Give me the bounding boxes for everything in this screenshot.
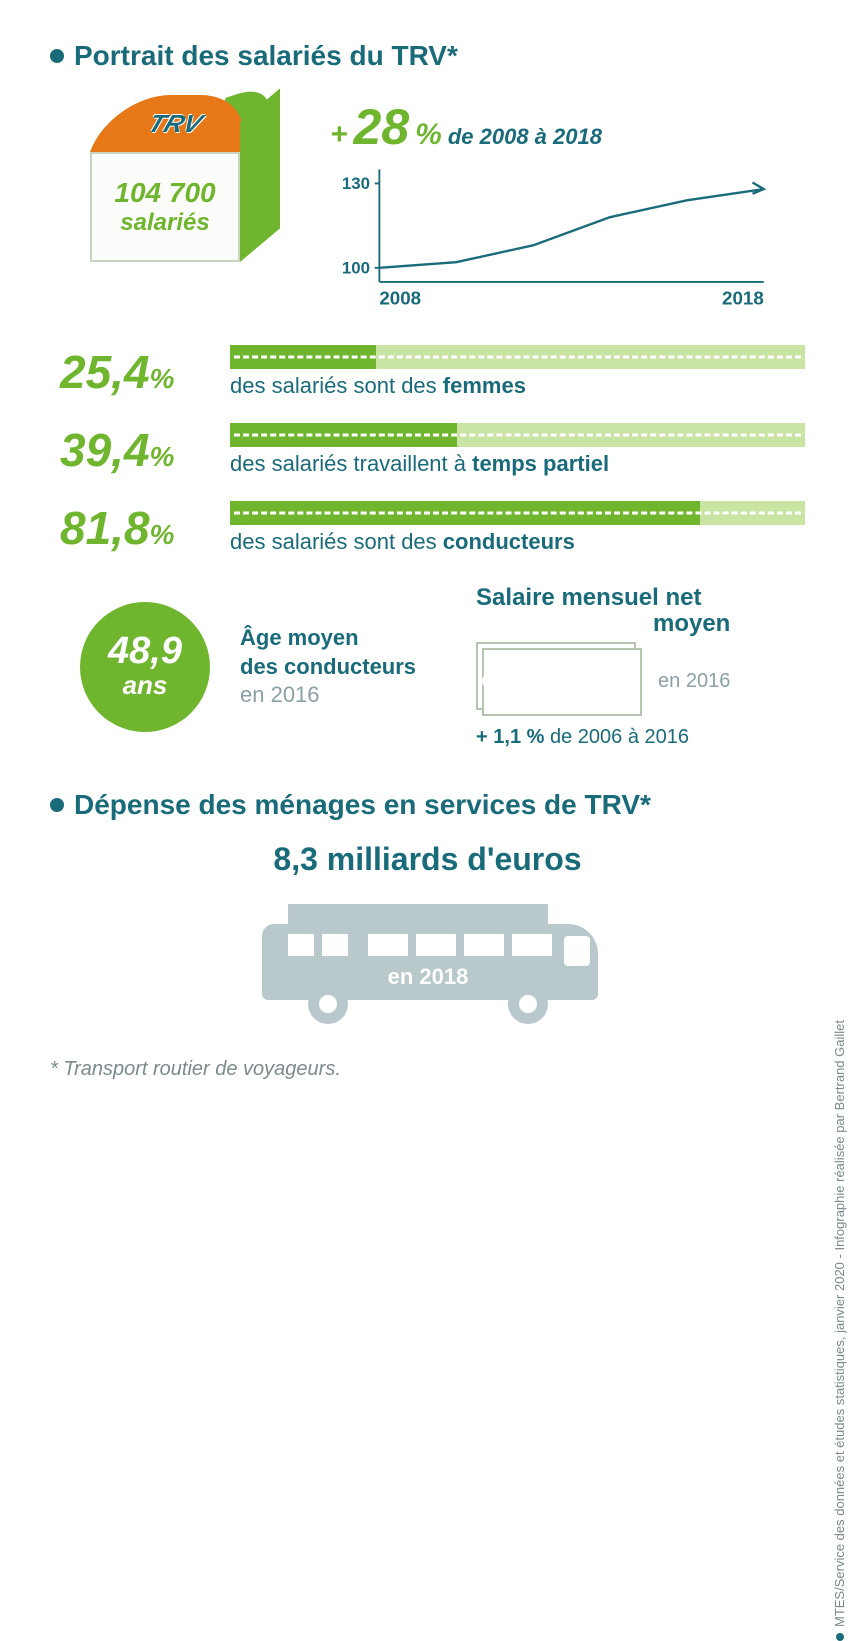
top-row: TRV 104 700 salariés + 28 % de 2008 à 20… xyxy=(70,92,805,315)
note-back-2 xyxy=(482,648,642,716)
section2-heading: Dépense des ménages en services de TRV* xyxy=(50,789,805,821)
salary-title-l2: moyen xyxy=(476,611,730,637)
growth-headline: + 28 % de 2008 à 2018 xyxy=(330,98,805,156)
hbars: 25,4% des salariés sont des femmes 39,4%… xyxy=(50,345,805,555)
hbar-label: des salariés sont des conducteurs xyxy=(230,529,805,555)
section2-title: Dépense des ménages en services de TRV* xyxy=(74,789,651,821)
hbar-label: des salariés travaillent à temps partiel xyxy=(230,451,805,477)
block-top-label: TRV xyxy=(144,109,207,138)
salary-title: Salaire mensuel net moyen xyxy=(476,585,730,638)
hbar-right: des salariés sont des conducteurs xyxy=(230,501,805,555)
hbar-label: des salariés sont des femmes xyxy=(230,373,805,399)
hbar-value: 81,8% xyxy=(50,501,230,555)
hbar-value: 39,4% xyxy=(50,423,230,477)
note-oval-right xyxy=(622,669,640,693)
hbar-value: 25,4% xyxy=(50,345,230,399)
hbar-dash xyxy=(234,512,801,515)
growth-value: 28 xyxy=(354,98,410,156)
hbar-row: 39,4% des salariés travaillent à temps p… xyxy=(50,423,805,477)
growth-unit: % xyxy=(415,118,442,152)
svg-text:2018: 2018 xyxy=(722,287,764,308)
svg-text:100: 100 xyxy=(342,258,370,277)
line-chart-svg: 100 130 2008 2018 xyxy=(310,160,805,310)
age-value: 48,9 xyxy=(108,632,182,670)
banknote-icon: 1 860 € xyxy=(476,642,646,720)
hbar-row: 25,4% des salariés sont des femmes xyxy=(50,345,805,399)
credit-text: MTES/Service des données et études stati… xyxy=(832,1020,847,1627)
salary-growth-range: de 2006 à 2016 xyxy=(544,726,689,748)
svg-text:130: 130 xyxy=(342,174,370,193)
bus-year: en 2018 xyxy=(387,964,468,989)
age-unit: ans xyxy=(123,670,168,701)
hbar-row: 81,8% des salariés sont des conducteurs xyxy=(50,501,805,555)
bullet-icon xyxy=(50,49,64,63)
hbar-dash xyxy=(234,356,801,359)
credit-bullet-icon xyxy=(836,1633,844,1641)
salary-block: Salaire mensuel net moyen 1 860 € en 201… xyxy=(476,585,730,749)
salary-side: en 2016 xyxy=(658,669,730,693)
growth-sign: + xyxy=(330,118,348,152)
section1-heading: Portrait des salariés du TRV* xyxy=(50,40,805,72)
block-front: 104 700 salariés xyxy=(90,152,240,262)
bus-icon: en 2018 xyxy=(248,884,608,1034)
svg-text:2008: 2008 xyxy=(379,287,421,308)
block-unit: salariés xyxy=(120,209,209,237)
note-circle-left xyxy=(482,673,498,689)
trv-block: TRV 104 700 salariés xyxy=(70,92,290,282)
section1-title: Portrait des salariés du TRV* xyxy=(74,40,458,72)
credit-line: MTES/Service des données et études stati… xyxy=(832,1020,847,1641)
hbar-track xyxy=(230,423,805,447)
bullet-icon xyxy=(50,798,64,812)
hbar-right: des salariés sont des femmes xyxy=(230,345,805,399)
hbar-dash xyxy=(234,434,801,437)
hbar-right: des salariés travaillent à temps partiel xyxy=(230,423,805,477)
mid-row: 48,9 ans Âge moyen des conducteurs en 20… xyxy=(80,585,805,749)
growth-range: de 2008 à 2018 xyxy=(448,124,602,150)
hbar-track xyxy=(230,501,805,525)
footnote: * Transport routier de voyageurs. xyxy=(50,1058,805,1081)
salary-growth: + 1,1 % de 2006 à 2016 xyxy=(476,726,730,749)
age-caption-l2: des conducteurs xyxy=(240,653,416,682)
age-caption: Âge moyen des conducteurs en 2016 xyxy=(240,624,416,710)
depense-amount: 8,3 milliards d'euros xyxy=(50,841,805,878)
salary-row: 1 860 € en 2016 xyxy=(476,642,730,720)
salary-year: en 2016 xyxy=(658,669,730,693)
hbar-track xyxy=(230,345,805,369)
block-value: 104 700 xyxy=(114,177,215,209)
age-caption-l1: Âge moyen xyxy=(240,624,416,653)
age-year: en 2016 xyxy=(240,681,416,710)
salary-growth-bold: + 1,1 % xyxy=(476,726,544,748)
age-circle: 48,9 ans xyxy=(80,602,210,732)
section2: Dépense des ménages en services de TRV* … xyxy=(50,789,805,1034)
salary-title-l1: Salaire mensuel net xyxy=(476,584,701,611)
growth-line-chart: + 28 % de 2008 à 2018 100 130 2008 2018 xyxy=(310,92,805,315)
depense-wrap: 8,3 milliards d'euros en 2018 xyxy=(50,841,805,1034)
